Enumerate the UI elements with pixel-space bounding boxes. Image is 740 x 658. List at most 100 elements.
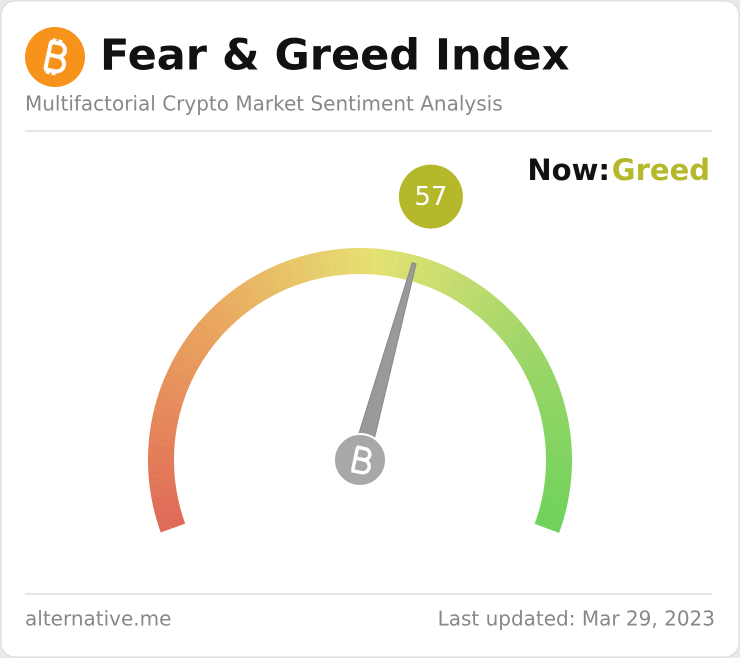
- value-label: 57: [414, 182, 447, 212]
- arc-segment: [339, 248, 349, 275]
- arc-segment: [456, 278, 476, 305]
- arc-segment: [429, 263, 446, 290]
- arc-segment: [529, 373, 557, 391]
- arc-segment: [493, 312, 517, 335]
- arc-segment: [151, 494, 179, 507]
- arc-segment: [156, 392, 184, 407]
- arc-segment: [389, 250, 401, 278]
- arc-segment: [153, 500, 180, 514]
- arc-segment: [395, 251, 408, 279]
- arc-segment: [148, 459, 175, 467]
- arc-segment: [401, 253, 415, 281]
- arc-segment: [365, 248, 374, 275]
- arc-segment: [471, 289, 493, 315]
- arc-segment: [217, 298, 240, 323]
- arc-segment: [169, 361, 196, 379]
- arc-segment: [545, 439, 572, 448]
- arc-segment: [451, 275, 471, 302]
- arc-segment: [148, 452, 175, 460]
- arc-segment: [207, 307, 232, 331]
- source: alternative.me: [25, 607, 171, 631]
- arc-segment: [150, 488, 178, 500]
- arc-segment: [545, 459, 573, 467]
- arc-segment: [497, 317, 522, 340]
- arc-segment: [418, 258, 434, 286]
- arc-segment: [545, 445, 572, 454]
- arc-segment: [148, 445, 175, 454]
- arc-segment: [250, 275, 270, 301]
- arc-segment: [545, 452, 572, 460]
- arc-segment: [534, 517, 562, 533]
- arc-segment: [508, 332, 534, 354]
- arc-segment: [424, 260, 440, 288]
- arc-segment: [268, 265, 286, 293]
- arc-segment: [518, 349, 545, 369]
- arc-segment: [377, 248, 388, 276]
- hub-icon: [350, 445, 372, 475]
- arc-segment: [541, 412, 569, 425]
- arc-segment: [153, 405, 181, 419]
- bitcoin-logo: [25, 27, 85, 87]
- arc-segment: [538, 506, 566, 520]
- arc-segment: [505, 327, 530, 349]
- arc-segment: [480, 298, 503, 323]
- arc-segment: [149, 425, 177, 436]
- arc-segment: [182, 338, 208, 359]
- arc-segment: [172, 355, 199, 374]
- arc-segment: [190, 327, 215, 349]
- arc-segment: [178, 343, 205, 364]
- value-bubble: [398, 164, 463, 229]
- arc-segment: [148, 471, 175, 480]
- arc-segment: [166, 367, 193, 385]
- arc-segment: [360, 248, 368, 275]
- arc-segment: [203, 312, 227, 335]
- arc-segment: [158, 517, 186, 533]
- arc-segment: [262, 268, 280, 296]
- arc-segment: [156, 512, 184, 527]
- arc-segment: [466, 285, 487, 311]
- arc-segment: [293, 256, 308, 284]
- arc-segment: [541, 494, 569, 507]
- arc-segment: [435, 266, 453, 293]
- arc-segment: [527, 367, 554, 385]
- arc-segment: [149, 431, 176, 442]
- arc-segment: [542, 418, 570, 431]
- title: Fear & Greed Index: [100, 31, 570, 81]
- arc-segment: [445, 271, 465, 298]
- arc-segment: [198, 316, 223, 340]
- arc-segment: [161, 379, 188, 396]
- arc-segment: [383, 249, 395, 277]
- arc-segment: [544, 432, 571, 442]
- arc-segment: [412, 256, 428, 284]
- arc-segment: [233, 285, 255, 311]
- arc-segment: [256, 271, 275, 298]
- arc-segment: [152, 411, 179, 424]
- arc-segment: [154, 506, 182, 520]
- arc-segment: [440, 268, 459, 296]
- needle-group: 57: [333, 164, 463, 487]
- arc-segment: [536, 512, 564, 527]
- arc-segment: [346, 248, 355, 275]
- arc-segment: [148, 465, 175, 473]
- arc-segment: [150, 418, 178, 430]
- arc-segment: [532, 380, 559, 396]
- arc-segment: [286, 258, 302, 286]
- arc-segment: [461, 282, 482, 308]
- arc-segment: [540, 500, 567, 514]
- arc-segment: [545, 471, 572, 481]
- arc-segment: [332, 248, 343, 276]
- arc-segment: [539, 405, 567, 419]
- arc-segment: [155, 398, 182, 413]
- arc-segment: [544, 477, 572, 487]
- arc-segment: [222, 293, 245, 319]
- arc-segment: [175, 349, 202, 369]
- arc-segment: [306, 253, 319, 281]
- arc-segment: [194, 322, 219, 344]
- updated: Last updated: Mar 29, 2023: [438, 607, 715, 631]
- arc-segment: [484, 302, 508, 327]
- arc-segment: [148, 476, 176, 487]
- subtitle: Multifactorial Crypto Market Sentiment A…: [25, 92, 503, 116]
- arc-segment: [521, 355, 548, 374]
- arc-segment: [489, 307, 513, 331]
